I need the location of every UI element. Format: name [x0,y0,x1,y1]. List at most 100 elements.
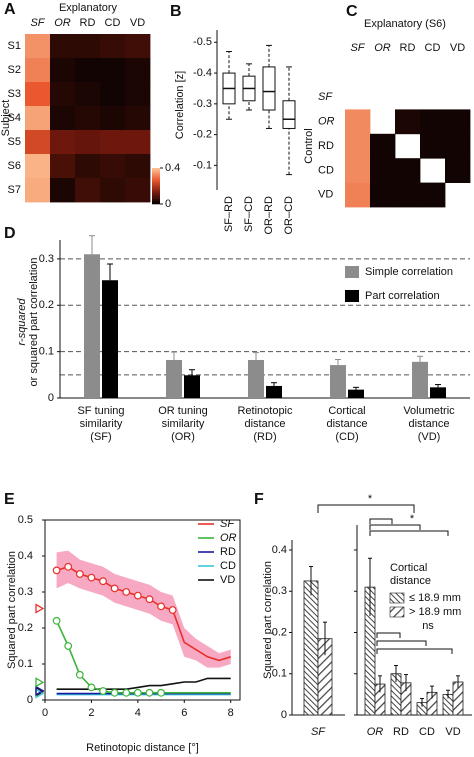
bar [266,385,282,398]
marker [133,591,142,600]
bar [84,254,100,398]
x-tick-label: (CD) [335,431,358,443]
row-label: S4 [8,112,21,124]
marker [52,566,61,575]
x-tick-label: distance [409,418,450,430]
heat-cell [75,130,101,155]
bar [412,361,428,398]
legend-label: Simple correlation [365,266,453,278]
legend-title: distance [390,575,431,587]
heat-cell [75,82,101,107]
y-tick-label: -0.4 [193,67,212,79]
marker [110,584,119,593]
panel-letter: E [4,491,15,508]
heat-cell [75,178,101,203]
y-tick-label: 0.2 [39,299,54,311]
marker [168,606,177,614]
heat-cell [370,182,396,208]
panel-title: Explanatory [59,2,118,14]
colorbar-step [152,195,160,198]
colorbar-step [152,169,160,172]
marker [110,688,119,697]
legend-label: RD [220,546,236,558]
heat-cell [370,158,396,183]
heat-cell [25,58,51,83]
bracket [369,530,449,536]
colorbar-label: 0.4 [165,162,180,174]
bracket [369,518,393,524]
panel-letter: B [170,3,182,20]
y-tick-label: 0.5 [18,514,33,526]
y-axis-label: r-squared [16,298,28,346]
column-label: CD [105,17,121,29]
x-tick-label: (SF) [90,431,111,443]
column-label: VD [130,17,145,29]
x-tick-label: 0 [42,707,48,719]
y-tick-label: 0.3 [272,585,287,597]
heat-cell [395,109,421,135]
legend-label: OR [220,532,237,544]
bracket [317,504,415,513]
x-tick-label: similarity [80,418,123,430]
x-tick-label: distance [245,418,286,430]
heat-cell [100,130,126,155]
marker [99,577,107,586]
x-tick-label: SF–RD [223,196,235,232]
heat-cell [50,82,76,107]
bar [303,580,319,716]
heat-cell [445,133,471,159]
colorbar-step [152,177,160,180]
x-axis-label: Retinotopic distance [°] [86,742,199,754]
colorbar-step [152,184,160,187]
panel-letter: F [254,491,264,508]
colorbar-step [152,202,160,205]
heat-cell [100,178,126,203]
bar [248,359,264,398]
box [282,100,296,129]
heat-cell [125,178,151,203]
x-tick-label: Cortical [328,405,365,417]
annotation: ns [422,620,434,632]
heat-cell [100,34,126,59]
x-tick-label: 8 [228,707,234,719]
heat-cell [50,106,76,131]
x-tick-label: distance [327,418,368,430]
column-label: OR [54,17,71,29]
heat-cell [420,109,446,135]
marker [75,570,84,578]
legend-label: SF [220,518,235,530]
y-tick-label: 0.4 [18,550,33,562]
y-tick-label: 0 [281,709,287,721]
x-tick-label: similarity [162,418,205,430]
heat-cell [25,130,51,155]
row-label: VD [318,189,333,201]
line [56,565,231,662]
heat-cell [50,58,76,83]
panel-title: Explanatory (S6) [364,18,446,30]
column-label: OR [374,42,391,54]
panel-letter: C [346,3,358,20]
x-tick-label: 4 [135,707,141,719]
heat-cell [420,133,446,159]
colorbar-step [152,182,160,185]
marker [52,616,61,625]
marker [87,573,96,582]
heat-cell [75,34,101,59]
baseline-marker [35,677,45,688]
row-label: S2 [8,64,21,76]
heat-cell [100,58,126,83]
panel-letter: A [4,1,16,18]
marker [87,683,96,692]
x-tick-label: Retinotopic [237,405,293,417]
y-axis-label: or squared part correlation [28,257,40,386]
heat-cell [25,178,51,203]
colorbar-step [152,171,160,174]
row-label: S1 [8,40,21,52]
bar [166,359,182,398]
plot-frame [44,519,241,701]
column-label: SF [350,42,365,54]
bracket [369,524,421,530]
heat-cell [445,109,471,135]
box [262,66,276,111]
marker [145,688,154,697]
